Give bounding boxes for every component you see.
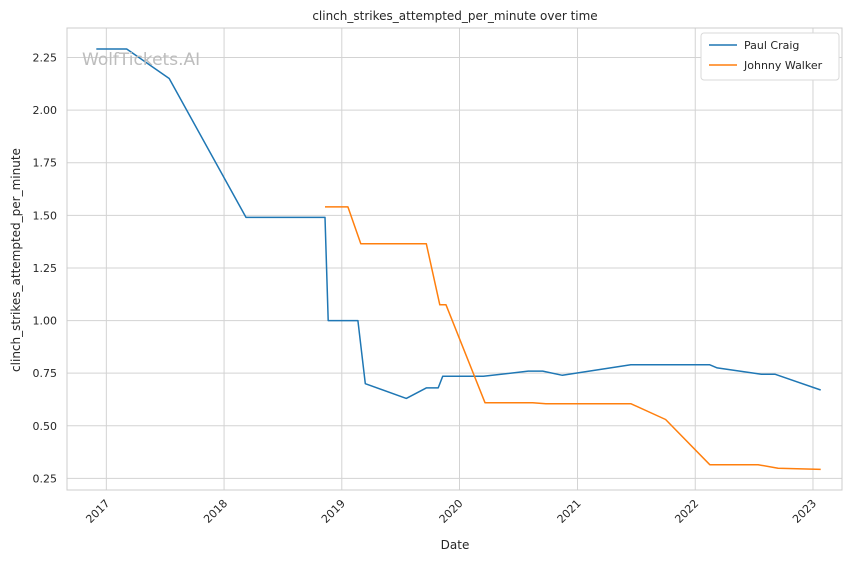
y-tick-label: 1.25 bbox=[33, 262, 58, 275]
y-tick-labels: 0.25 0.50 0.75 1.00 1.25 1.50 1.75 2.00 2.25 bbox=[33, 51, 58, 485]
grid-lines bbox=[67, 28, 842, 490]
y-tick-label: 1.50 bbox=[33, 209, 58, 222]
y-tick-label: 2.25 bbox=[33, 51, 58, 64]
y-tick-label: 1.75 bbox=[33, 157, 58, 170]
legend: Paul Craig Johnny Walker bbox=[700, 32, 840, 81]
y-tick-label: 0.25 bbox=[33, 472, 58, 485]
y-tick-label: 1.00 bbox=[33, 315, 58, 328]
y-tick-label: 2.00 bbox=[33, 104, 58, 117]
y-tick-label: 0.50 bbox=[33, 420, 58, 433]
chart-title: clinch_strikes_attempted_per_minute over… bbox=[312, 9, 597, 23]
x-axis-title: Date bbox=[441, 538, 470, 552]
series-line-johnny-walker bbox=[325, 206, 821, 471]
series-line-paul-craig bbox=[96, 48, 821, 400]
series-layer bbox=[96, 48, 821, 471]
legend-label-johnny-walker: Johnny Walker bbox=[743, 59, 823, 72]
y-tick-label: 0.75 bbox=[33, 367, 58, 380]
watermark: WolfTickets.AI bbox=[82, 50, 200, 70]
legend-label-paul-craig: Paul Craig bbox=[744, 39, 799, 52]
plot-area-frame bbox=[66, 27, 843, 491]
y-axis-title: clinch_strikes_attempted_per_minute bbox=[9, 148, 23, 372]
